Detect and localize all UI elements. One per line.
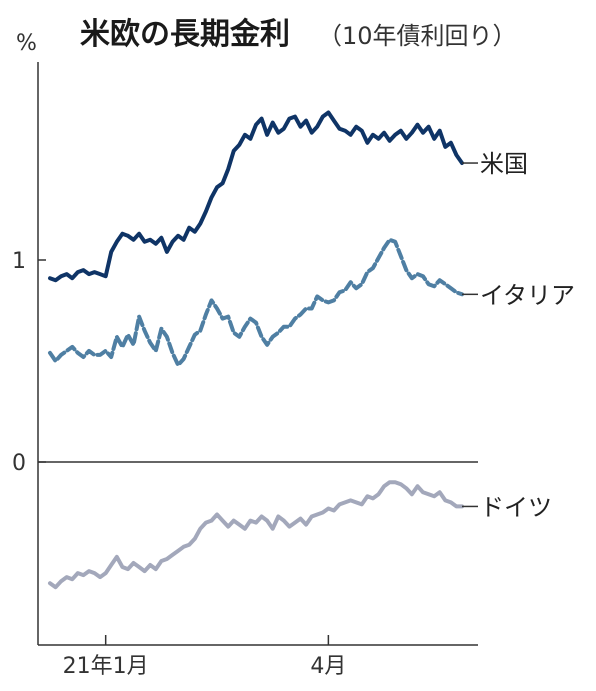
y-unit-label: %	[16, 31, 37, 56]
series-label-us: 米国	[480, 150, 528, 178]
series-layer	[48, 110, 464, 590]
x-ticks: 21年1月 4月	[63, 635, 346, 679]
series-label-italy: イタリア	[480, 281, 575, 309]
x-tick-label: 4月	[310, 654, 346, 679]
x-tick-label: 21年1月	[63, 654, 149, 679]
series-label-germany: ドイツ	[480, 493, 552, 521]
series-line-us	[48, 110, 464, 283]
series-line-germany	[48, 480, 464, 590]
chart-title: 米欧の長期金利	[80, 17, 290, 52]
y-tick-label: 1	[12, 249, 26, 274]
chart-subtitle: （10年債利回り）	[318, 22, 517, 50]
y-tick-label: 0	[12, 451, 26, 476]
series-line-italy	[48, 237, 464, 367]
y-ticks: 10	[12, 249, 46, 476]
